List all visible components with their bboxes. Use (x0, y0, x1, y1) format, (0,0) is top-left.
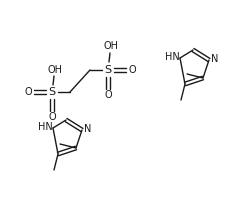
Text: HN: HN (164, 52, 180, 62)
Text: N: N (84, 124, 92, 134)
Text: S: S (48, 87, 56, 97)
Text: S: S (104, 65, 112, 75)
Text: O: O (24, 87, 32, 97)
Text: N: N (211, 54, 219, 64)
Text: O: O (128, 65, 136, 75)
Text: O: O (104, 90, 112, 100)
Text: HN: HN (38, 122, 52, 132)
Text: O: O (48, 112, 56, 122)
Text: OH: OH (104, 41, 118, 51)
Text: OH: OH (48, 65, 62, 75)
